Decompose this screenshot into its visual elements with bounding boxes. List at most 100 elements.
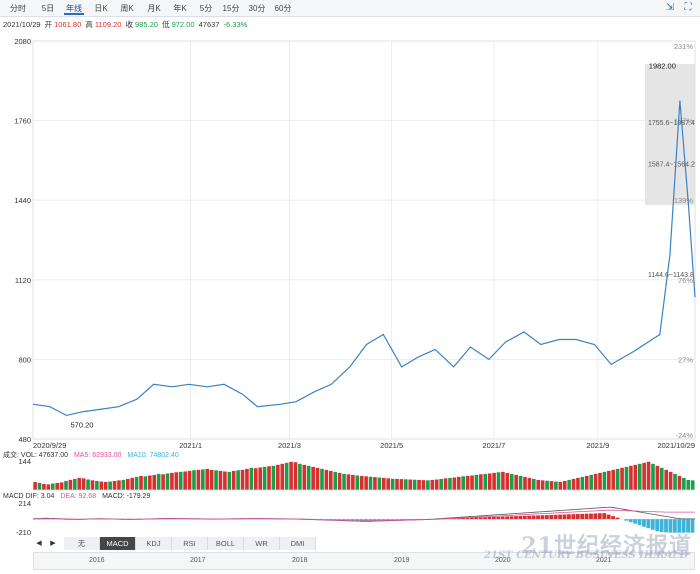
- macd-histogram-bar: [628, 519, 633, 523]
- volume-ma10: MA10: 74802.40: [127, 452, 179, 459]
- volume-bar: [664, 469, 669, 490]
- watermark-sub: 21ST CENTURY BUSINESS HERALD: [484, 550, 688, 561]
- ind-tab-macd[interactable]: MACD: [100, 537, 136, 550]
- volume-bar: [289, 461, 293, 490]
- volume-bar: [346, 474, 351, 490]
- nav-year: 2016: [89, 557, 105, 564]
- range-label: 1587.4~1564.2: [648, 162, 695, 169]
- tab-year-line[interactable]: 年线: [64, 4, 84, 15]
- macd-histogram-bar: [686, 519, 690, 533]
- nav-year: 2018: [292, 557, 308, 564]
- tab-monthly-k[interactable]: 月K: [147, 4, 161, 13]
- volume-bar: [280, 463, 285, 490]
- volume-bar: [607, 470, 611, 490]
- macd-histogram-bar: [377, 519, 382, 521]
- volume-bar: [673, 473, 677, 490]
- volume-bar: [165, 473, 170, 490]
- tab-yearly-k[interactable]: 年K: [173, 4, 187, 13]
- volume-bar: [130, 477, 135, 490]
- macd-histogram-bar: [496, 516, 501, 520]
- volume-bar: [90, 480, 95, 490]
- volume-bar: [690, 480, 695, 490]
- ind-tab-boll[interactable]: BOLL: [208, 537, 244, 550]
- selected-range-box: [645, 64, 695, 206]
- volume-bar: [483, 473, 488, 490]
- volume-bar: [192, 470, 196, 490]
- tab-weekly-k[interactable]: 周K: [120, 4, 134, 13]
- macd-histogram-bar: [500, 516, 505, 520]
- pct-tick-label: 76%: [678, 276, 693, 285]
- volume-bar: [580, 476, 585, 490]
- ind-tab-rsi[interactable]: RSI: [172, 537, 208, 550]
- macd-histogram-bar: [346, 519, 351, 521]
- volume-bar: [562, 480, 567, 490]
- macd-histogram-bar: [527, 515, 532, 520]
- scroll-right-icon[interactable]: ▶: [50, 540, 56, 547]
- tab-daily-k[interactable]: 日K: [94, 4, 108, 13]
- macd-histogram-bar: [487, 517, 492, 520]
- volume-bar: [430, 479, 435, 490]
- ind-tab-none[interactable]: 无: [64, 537, 100, 550]
- macd-histogram-bar: [544, 515, 549, 520]
- ind-tab-kdj[interactable]: KDJ: [136, 537, 172, 550]
- macd-histogram-bar: [615, 517, 620, 520]
- volume-bar: [448, 477, 452, 490]
- volume-bar: [64, 480, 68, 490]
- timeline-navigator[interactable]: 2016 2017 2018 2019 2020 2021: [33, 552, 695, 570]
- volume-bar: [404, 479, 408, 490]
- volume-bar: [461, 476, 466, 490]
- volume-bar: [567, 479, 571, 490]
- scroll-left-icon[interactable]: ◀: [36, 540, 42, 547]
- volume-bar: [271, 465, 276, 490]
- volume-bar: [452, 477, 457, 490]
- macd-histogram-bar: [602, 513, 607, 520]
- volume-axis: 144: [18, 457, 31, 466]
- volume-bar: [95, 480, 99, 490]
- macd-histogram-bar: [580, 513, 585, 520]
- tab-15min[interactable]: 15分: [222, 4, 240, 13]
- volume-bar: [68, 479, 73, 490]
- macd-histogram-bar: [461, 517, 465, 520]
- y-tick-label: 2080: [14, 37, 31, 46]
- volume-bar: [545, 480, 549, 490]
- macd-histogram-bar: [483, 517, 487, 520]
- y-axis-percent: 231% 187% 139% 76% 27% -24%: [674, 42, 694, 440]
- macd-tick-top: 214: [18, 499, 31, 508]
- volume-bar: [170, 472, 174, 490]
- macd-histogram-bar: [514, 516, 518, 520]
- volume-bar: [602, 471, 607, 490]
- volume-bar: [381, 477, 386, 490]
- pct-tick-label: 187%: [674, 117, 694, 126]
- tab-30min[interactable]: 30分: [248, 4, 266, 13]
- volume-bar: [324, 469, 329, 490]
- tab-60min[interactable]: 60分: [274, 4, 292, 13]
- quote-close: 985.20: [135, 20, 158, 29]
- x-tick-label: 2021/9: [586, 441, 609, 450]
- macd-histogram-bar: [597, 513, 602, 520]
- expand-icon[interactable]: ⛶: [684, 2, 692, 13]
- volume-bar: [576, 477, 580, 490]
- ind-tab-dmi[interactable]: DMI: [280, 537, 316, 550]
- volume-bar: [532, 478, 536, 490]
- volume-bar: [377, 477, 382, 490]
- volume-bar: [686, 479, 691, 490]
- volume-bar: [249, 467, 254, 490]
- compress-icon[interactable]: ⇲: [665, 2, 675, 13]
- macd-histogram-bar: [624, 519, 629, 521]
- ind-tab-wr[interactable]: WR: [244, 537, 280, 550]
- macd-histogram-bar: [408, 519, 412, 520]
- volume-bar: [359, 475, 364, 490]
- volume-bar: [523, 476, 527, 490]
- macd-histogram-bar: [390, 519, 395, 521]
- x-tick-label: 2021/1: [179, 441, 202, 450]
- volume-bar: [161, 474, 165, 490]
- y-tick-label: 1760: [14, 117, 31, 126]
- volume-bar: [306, 465, 311, 490]
- y-tick-label: 1120: [15, 276, 31, 285]
- tab-5day[interactable]: 5日: [41, 4, 55, 13]
- range-label: 1755.6~1987.4: [648, 120, 695, 127]
- macd-histogram-bar: [522, 515, 527, 520]
- tab-5min[interactable]: 5分: [199, 4, 213, 13]
- tab-intraday[interactable]: 分时: [10, 4, 26, 13]
